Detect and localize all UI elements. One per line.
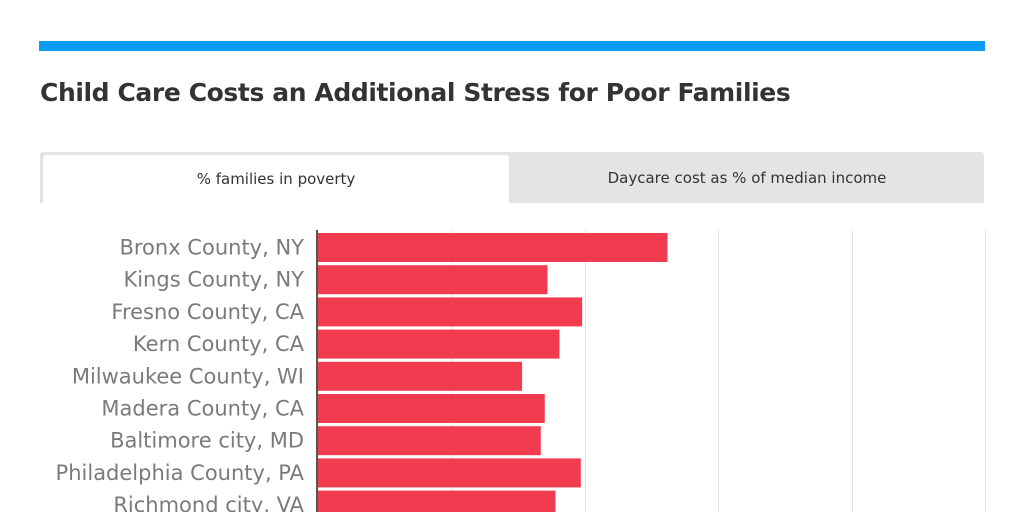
page-title: Child Care Costs an Additional Stress fo… — [40, 78, 791, 107]
category-label: Baltimore city, MD — [110, 429, 304, 453]
tab-families-in-poverty[interactable]: % families in poverty — [43, 155, 509, 203]
tab-daycare-cost[interactable]: Daycare cost as % of median income — [607, 168, 887, 187]
category-label: Richmond city, VA — [113, 493, 304, 512]
bar — [318, 394, 545, 423]
bar — [318, 233, 668, 262]
tab-bar: % families in poverty Daycare cost as % … — [40, 152, 984, 203]
category-label: Kern County, CA — [133, 332, 305, 356]
bar — [318, 426, 541, 456]
bar — [318, 490, 556, 512]
category-label: Madera County, CA — [101, 397, 304, 421]
category-label: Milwaukee County, WI — [72, 364, 304, 388]
top-accent-rule — [39, 41, 985, 51]
bar — [318, 297, 583, 327]
bar — [318, 265, 548, 295]
category-label: Philadelphia County, PA — [56, 461, 305, 485]
category-label: Fresno County, CA — [111, 300, 304, 324]
bar — [318, 458, 581, 488]
bar — [318, 361, 523, 391]
bar — [318, 329, 560, 359]
category-label: Kings County, NY — [123, 268, 304, 292]
category-label: Bronx County, NY — [119, 236, 304, 260]
